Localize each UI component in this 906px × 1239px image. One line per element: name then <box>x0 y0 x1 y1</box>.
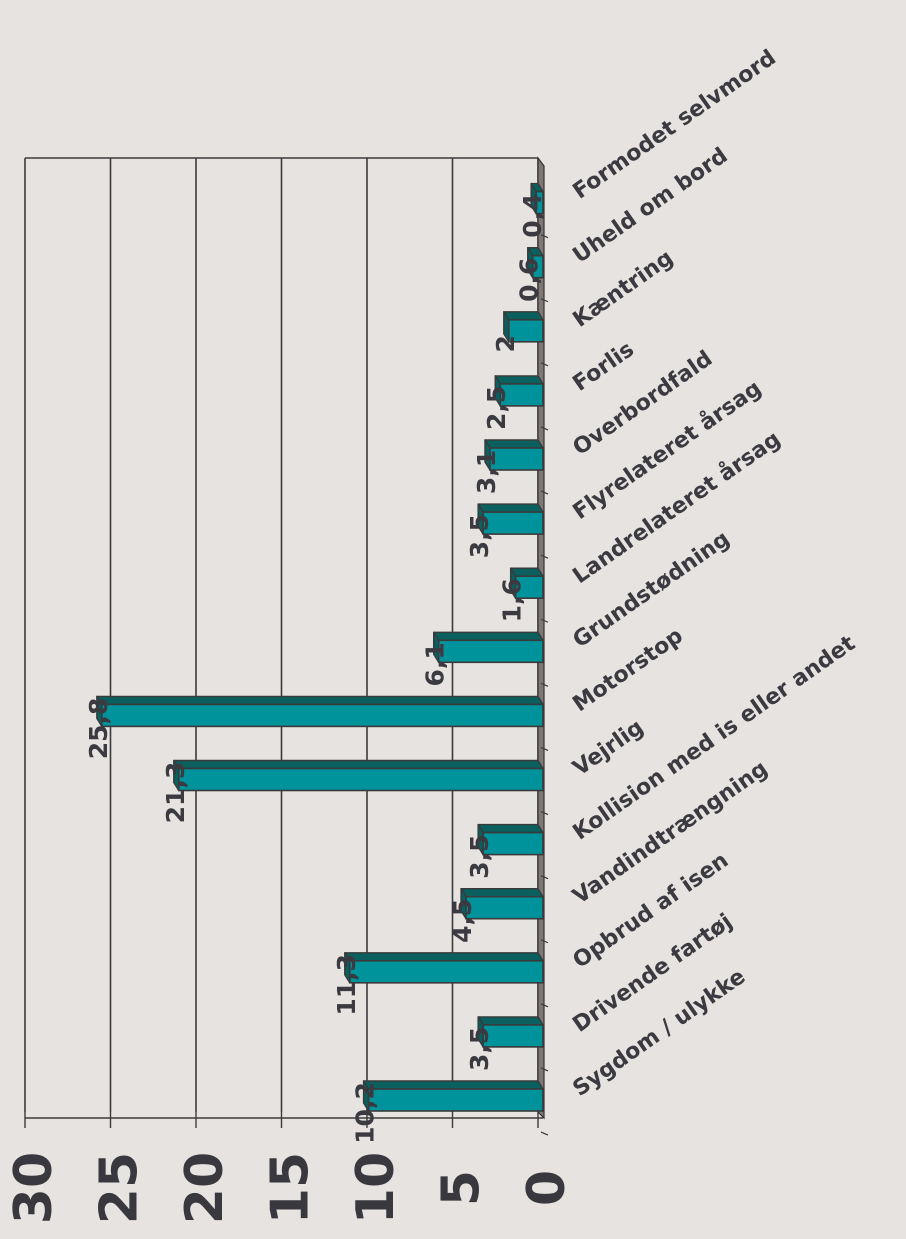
bar-front-face <box>348 959 544 984</box>
bar-2 <box>344 952 544 984</box>
bar-6 <box>96 695 544 728</box>
data-label: 21,3 <box>161 762 190 824</box>
category-tick <box>540 939 549 944</box>
bar-top-face <box>494 375 544 385</box>
bar-front-face <box>482 831 544 856</box>
category-tick <box>540 875 549 880</box>
category-label: Grundstødning <box>569 526 735 653</box>
tick-label: 15 <box>261 1152 321 1224</box>
bar-13 <box>527 246 544 279</box>
bar-top-face <box>477 503 544 513</box>
bar-top-face <box>484 439 544 449</box>
category-label: Sygdom / ulykke <box>569 964 751 1102</box>
category-label: Uheld om bord <box>569 143 733 268</box>
category-tick <box>540 362 549 367</box>
gridlines <box>24 157 543 1128</box>
bar-front-face <box>489 447 544 471</box>
data-label: 2 <box>491 335 520 352</box>
tick-label: 0 <box>517 1170 577 1206</box>
bar-top-face <box>503 311 544 321</box>
tick-label: 20 <box>175 1152 235 1224</box>
data-labels: 10,23,511,34,53,521,325,86,11,63,53,12,5… <box>84 193 547 1143</box>
category-tick <box>540 1003 549 1008</box>
bar-10 <box>484 439 544 471</box>
category-label: Drivende fartøj <box>569 909 738 1038</box>
bar-top-face <box>477 823 544 834</box>
bar-front-face <box>507 318 544 343</box>
data-label: 10,2 <box>351 1082 380 1144</box>
bar-front-face <box>535 190 544 215</box>
category-tick <box>540 810 549 816</box>
data-label: 3,5 <box>465 834 494 878</box>
bar-front-face <box>531 254 544 279</box>
bar-top-face <box>173 759 544 770</box>
bar-4 <box>477 823 544 856</box>
bar-0 <box>362 1080 544 1112</box>
bar-front-face <box>499 383 544 407</box>
data-label: 6,1 <box>421 642 450 686</box>
bar-top-face <box>362 1080 544 1090</box>
bar-14 <box>530 182 544 215</box>
category-label: Opbrud af isen <box>569 848 734 974</box>
data-label: 1,6 <box>498 578 527 622</box>
category-tick <box>540 298 549 303</box>
bar-front-face <box>482 1024 544 1048</box>
category-tick <box>540 1067 549 1072</box>
bar-top-face <box>477 1016 544 1026</box>
bar-front-face <box>101 703 544 728</box>
bar-8 <box>509 567 544 600</box>
bar-7 <box>432 631 544 664</box>
category-tick <box>540 554 549 559</box>
data-label: 11,3 <box>332 954 361 1016</box>
bar-5 <box>173 759 544 792</box>
bar-front-face <box>367 1088 544 1112</box>
category-tick <box>540 682 549 687</box>
data-label: 3,5 <box>465 514 494 558</box>
data-label: 0,6 <box>515 258 544 302</box>
data-label: 25,8 <box>84 698 113 760</box>
data-label: 4,5 <box>448 899 477 943</box>
category-label: Vejrlig <box>569 715 649 781</box>
category-tick <box>540 618 549 623</box>
data-label: 2,5 <box>482 386 511 430</box>
category-tick <box>540 426 549 431</box>
tick-label: 5 <box>432 1170 492 1206</box>
category-tick <box>540 1131 549 1136</box>
axis-tick-labels: 05 10 15 20 25 30 <box>4 1152 577 1224</box>
category-label: Forlis <box>569 337 639 397</box>
data-label: 0,4 <box>518 193 547 237</box>
bar-front-face <box>177 767 544 792</box>
data-label: 3,1 <box>472 450 501 494</box>
data-label: 3,5 <box>465 1027 494 1071</box>
category-tick <box>540 746 549 752</box>
tick-label: 30 <box>4 1152 64 1224</box>
bar-front-face <box>465 895 544 920</box>
tick-label: 25 <box>90 1152 150 1224</box>
bar-front-face <box>437 639 544 664</box>
bar-top-face <box>460 888 544 898</box>
bar-top-face <box>96 695 544 706</box>
category-tick <box>540 490 549 495</box>
bar-3 <box>460 888 544 920</box>
bar-front-face <box>482 511 544 535</box>
bar-1 <box>477 1016 544 1048</box>
bar-12 <box>503 311 544 343</box>
bar-top-face <box>432 631 544 641</box>
bars <box>96 182 544 1112</box>
bar-front-face <box>514 575 544 600</box>
bar-9 <box>477 503 544 535</box>
tick-label: 10 <box>346 1152 406 1224</box>
bar-top-face <box>344 952 544 962</box>
bar-11 <box>494 375 544 407</box>
category-tick <box>540 234 549 239</box>
